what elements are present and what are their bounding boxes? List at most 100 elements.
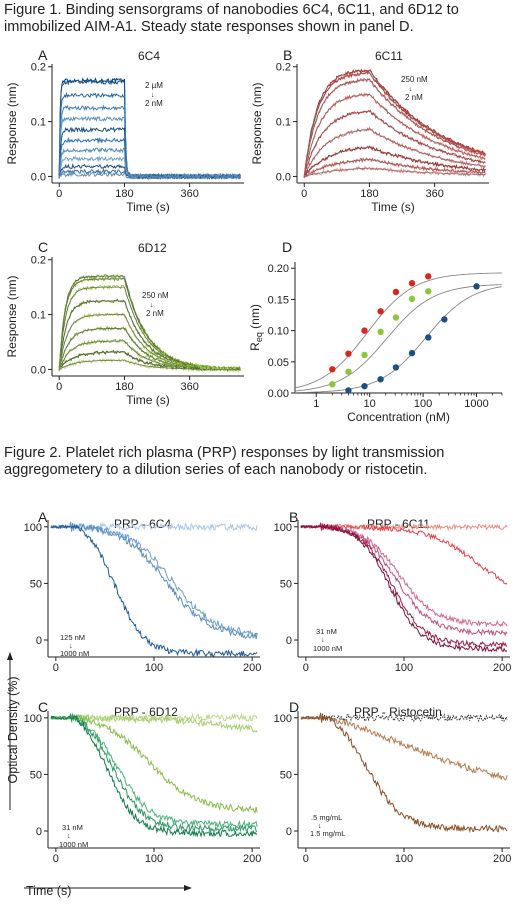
x-tick-label-1c-2: 360 [180, 381, 198, 393]
annotation-arrow-2b: ↓ [321, 637, 325, 644]
chart-title-2c: PRP - 6D12 [114, 705, 178, 719]
y-axis-label-1b: Response (nm) [250, 82, 264, 164]
x-tick-label-2c-0: 0 [53, 853, 59, 865]
fit-curve-1b-3 [303, 93, 486, 177]
x-tick-label-1d-2: 100 [414, 398, 432, 410]
fit-curve-1b-8 [304, 167, 486, 177]
data-point-1d-0-6 [425, 273, 432, 280]
data-point-1d-2-2 [377, 376, 384, 383]
panel-letter-1a: A [38, 47, 48, 63]
annotation-top-2b: 31 nM [316, 627, 337, 636]
panel-letter-1d: D [282, 239, 292, 255]
sensorgram-trace-1a-5 [58, 126, 241, 180]
panel-letter-2d: D [289, 699, 299, 715]
data-point-1d-2-0 [345, 387, 352, 394]
x-tick-label-1a-0: 0 [56, 188, 62, 200]
y-tick-label-2a-2: 100 [24, 522, 42, 534]
data-point-1d-1-5 [408, 295, 416, 303]
shared-xlabel-arrowhead [184, 885, 192, 891]
y-tick-label-1a-1: 0.1 [31, 117, 46, 129]
chart-title-1c: 6D12 [138, 241, 167, 255]
data-point-1d-1-3 [377, 328, 384, 336]
y-tick-label-1c-0: 0.0 [31, 364, 46, 376]
fit-curve-1c-8 [59, 359, 241, 370]
y-tick-label-1b-1: 0.1 [276, 117, 291, 129]
y-tick-label-2a-0: 0 [36, 635, 42, 647]
data-point-1d-2-1 [361, 382, 368, 390]
annotation-arrow-2c: ↓ [67, 833, 71, 840]
shared-xlabel-time: Time (s) [26, 884, 71, 898]
aggregation-trace-2b-1 [300, 523, 508, 585]
x-axis-label-1a: Time (s) [126, 200, 170, 214]
x-tick-label-1b-1: 180 [360, 188, 378, 200]
x-tick-label-2d-0: 0 [303, 853, 309, 865]
annotation-bottom-2d: 1.5 mg/mL [310, 829, 345, 838]
data-point-1d-2-6 [441, 316, 448, 323]
data-point-1d-0-5 [408, 280, 416, 287]
y-tick-label-1d-0: 0.00 [268, 388, 289, 400]
y-tick-label-2a-1: 50 [30, 578, 42, 590]
figure1-caption: Figure 1. Binding sensorgrams of nanobod… [4, 2, 459, 35]
fit-curve-1b-1 [303, 72, 486, 177]
aggregation-trace-2d-1 [300, 715, 508, 781]
annotation-top-1c: 250 nM [142, 291, 169, 300]
x-tick-label-1a-1: 180 [115, 188, 133, 200]
annotation-bottom-1a: 2 nM [145, 99, 163, 108]
y-tick-label-1d-4: 0.20 [268, 263, 289, 275]
shared-ylabel-optical-density: Optical Density (%) [6, 677, 20, 784]
chart-title-2d: PRP - Ristocetin [354, 705, 442, 719]
aggregation-trace-2a-3 [50, 524, 258, 658]
y-tick-label-1a-2: 0.2 [31, 62, 46, 74]
y-tick-label-2c-2: 100 [24, 713, 42, 725]
aggregation-trace-2b-4 [300, 523, 508, 648]
data-point-1d-2-5 [425, 334, 432, 341]
data-point-1d-1-4 [392, 314, 400, 321]
x-tick-label-2d-2: 200 [493, 853, 511, 865]
fit-curve-1b-2 [303, 79, 486, 177]
aggregation-trace-2a-0 [50, 522, 258, 532]
annotation-bottom-1b: 2 nM [405, 93, 423, 102]
annotation-arrow-2d: ↓ [318, 823, 322, 830]
annotation-arrow-2a: ↓ [69, 643, 73, 650]
x-tick-label-2b-1: 100 [395, 662, 413, 674]
y-tick-label-2d-1: 50 [280, 769, 292, 781]
aggregation-trace-2a-1 [50, 522, 258, 637]
data-point-1d-2-4 [408, 349, 416, 357]
data-point-1d-2-7 [473, 283, 480, 290]
data-point-1d-0-0 [329, 366, 336, 373]
aggregation-trace-2c-3 [50, 713, 258, 830]
chart-title-2b: PRP - 6C11 [367, 517, 430, 531]
x-tick-label-1a-2: 360 [180, 188, 198, 200]
x-tick-label-2a-2: 200 [243, 662, 261, 674]
aggregation-trace-2c-4 [50, 713, 258, 833]
x-axis-label-1d: Concentration (nM) [347, 410, 450, 424]
sensorgram-trace-1c-7 [59, 349, 241, 372]
figure2-caption: Figure 2. Platelet rich plasma (PRP) res… [4, 445, 445, 478]
x-axis-label-1c: Time (s) [126, 393, 170, 407]
data-point-1d-1-2 [361, 351, 368, 359]
y-tick-label-2b-0: 0 [286, 635, 292, 647]
y-tick-label-1a-0: 0.0 [31, 171, 46, 183]
annotation-arrow-1a: ↓ [151, 92, 155, 99]
aggregation-trace-2b-5 [300, 523, 508, 653]
aggregation-trace-2c-5 [50, 715, 258, 839]
y-axis-label-1a: Response (nm) [5, 82, 19, 164]
x-tick-label-2a-0: 0 [53, 662, 59, 674]
sensorgram-trace-1a-11 [58, 170, 241, 180]
x-tick-label-1c-0: 0 [56, 381, 62, 393]
fit-curve-1b-5 [303, 128, 486, 177]
fit-curve-1b-4 [303, 110, 486, 177]
x-tick-label-1b-2: 360 [425, 188, 443, 200]
aggregation-trace-2c-1 [50, 713, 258, 733]
y-tick-label-1c-2: 0.2 [31, 255, 46, 267]
annotation-top-2d: .5 mg/mL [311, 813, 342, 822]
data-point-1d-0-2 [361, 327, 368, 334]
data-point-1d-0-3 [377, 308, 384, 315]
x-tick-label-1b-0: 0 [301, 188, 307, 200]
sensorgram-trace-1b-8 [304, 166, 486, 178]
chart-title-1b: 6C11 [375, 49, 403, 63]
annotation-top-1b: 250 nM [401, 75, 428, 84]
annotation-bottom-2a: 1000 nM [60, 649, 89, 658]
aggregation-trace-2d-2 [300, 712, 508, 834]
panel-letter-1c: C [38, 239, 48, 255]
